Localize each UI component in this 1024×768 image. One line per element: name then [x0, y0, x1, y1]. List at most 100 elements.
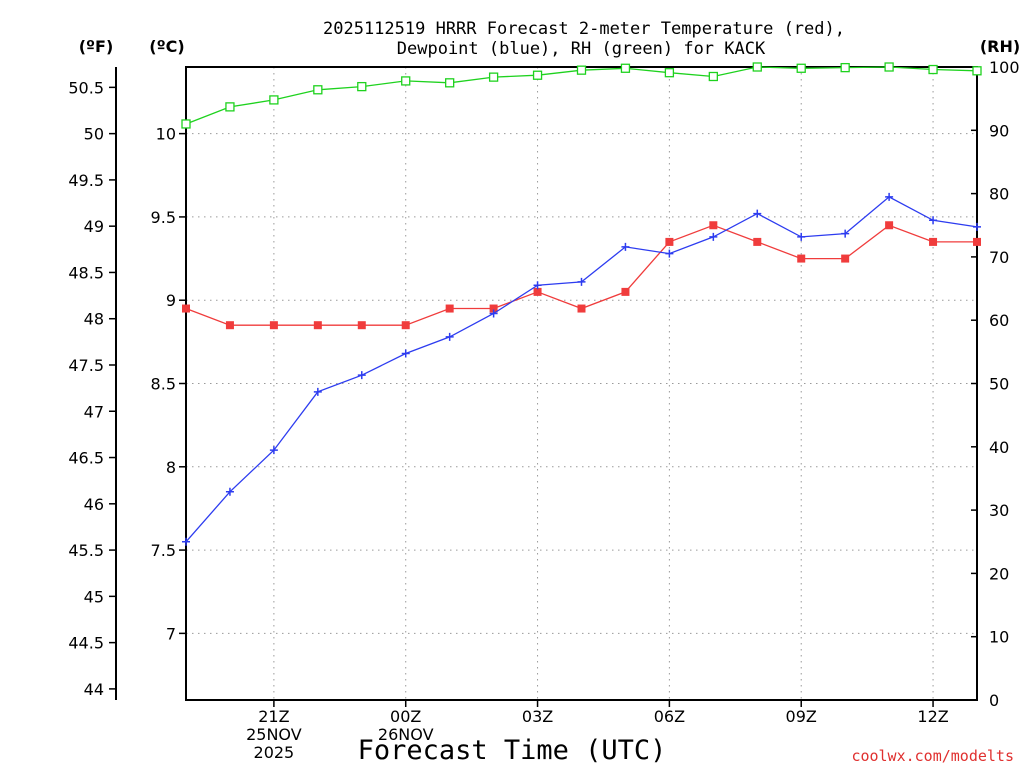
celsius-tick-label: 9.5: [151, 208, 176, 227]
dewpoint-point: [357, 371, 366, 380]
rh-point: [972, 66, 982, 76]
rh-point: [313, 85, 323, 95]
rh-point: [532, 70, 543, 80]
rh-point: [664, 68, 675, 78]
dewpoint-point: [489, 309, 498, 318]
rh-point: [488, 72, 499, 82]
celsius-tick-label: 8: [166, 458, 176, 477]
rh-point: [928, 64, 938, 75]
rh-tick-label: 10: [989, 628, 1009, 647]
dewpoint-point: [269, 446, 278, 455]
dewpoint-point: [929, 216, 938, 225]
temperature-point: [489, 304, 498, 313]
rh-point: [401, 76, 411, 86]
rh-point: [884, 62, 894, 72]
rh-point: [796, 63, 806, 73]
rh-point: [620, 63, 631, 73]
temperature-point: [182, 304, 190, 313]
rh-tick-label: 100: [989, 58, 1020, 77]
fahrenheit-tick-label: 46: [84, 495, 104, 514]
chart-title-line1: 2025112519 HRRR Forecast 2-meter Tempera…: [323, 19, 845, 39]
rh-tick-label: 60: [989, 311, 1009, 330]
dewpoint-point: [621, 242, 630, 251]
fahrenheit-tick-label: 48: [84, 310, 104, 329]
dewpoint-point: [885, 192, 894, 201]
temperature-point: [577, 304, 586, 313]
celsius-tick-label: 7.5: [151, 541, 176, 560]
fahrenheit-tick-label: 46.5: [68, 449, 104, 468]
rh-point: [840, 62, 850, 73]
rh-tick-label: 0: [989, 691, 999, 710]
rh-tick-label: 20: [989, 564, 1009, 583]
rh-tick-label: 30: [989, 501, 1009, 520]
rh-point: [269, 95, 279, 105]
rh-tick-label: 90: [989, 121, 1009, 140]
temperature-point: [929, 237, 938, 246]
temperature-point: [621, 287, 630, 296]
temperature-point: [445, 304, 454, 313]
x-axis-label: Forecast Time (UTC): [358, 735, 667, 766]
temperature-point: [797, 254, 806, 263]
celsius-tick-label: 9: [166, 291, 176, 310]
rh-tick-label: 80: [989, 185, 1009, 204]
rh-unit-label: (RH): [980, 37, 1020, 56]
temperature-point: [225, 321, 234, 330]
chart-title-line2: Dewpoint (blue), RH (green) for KACK: [397, 39, 766, 59]
fahrenheit-tick-label: 49: [84, 217, 104, 236]
rh-point: [357, 81, 367, 92]
dewpoint-point: [533, 281, 542, 290]
fahrenheit-tick-label: 47.5: [68, 356, 104, 375]
data-series: [181, 62, 982, 546]
rh-series-line: [185, 66, 978, 125]
fahrenheit-tick-label: 45.5: [68, 541, 104, 560]
fahrenheit-tick-label: 50: [84, 125, 104, 144]
dewpoint-point: [225, 487, 234, 496]
fahrenheit-tick-label: 49.5: [68, 171, 104, 190]
temperature-point: [313, 321, 322, 330]
fahrenheit-tick-label: 44.5: [68, 634, 104, 653]
temperature-point: [885, 221, 894, 230]
dewpoint-point: [797, 232, 806, 241]
fahrenheit-unit-label: (ºF): [79, 37, 114, 56]
x-tick-label: 12Z: [917, 707, 948, 726]
fahrenheit-tick-label: 47: [84, 402, 104, 421]
rh-tick-label: 50: [989, 375, 1009, 394]
dewpoint-point: [401, 349, 410, 358]
fahrenheit-tick-label: 48.5: [68, 263, 104, 282]
rh-point: [445, 78, 455, 88]
rh-tick-label: 70: [989, 248, 1009, 267]
grid-lines: [186, 67, 977, 700]
rh-point: [576, 65, 587, 75]
fahrenheit-tick-label: 44: [84, 680, 104, 699]
temperature-point: [269, 321, 278, 330]
x-tick-year-label: 2025: [254, 743, 295, 762]
credit-text: coolwx.com/modelts: [851, 747, 1014, 765]
fahrenheit-tick-label: 50.5: [68, 78, 104, 97]
dewpoint-point: [973, 222, 981, 231]
dewpoint-point: [182, 537, 190, 546]
x-tick-label: 09Z: [786, 707, 817, 726]
fahrenheit-tick-label: 45: [84, 587, 104, 606]
x-tick-label: 03Z: [522, 707, 553, 726]
rh-point: [752, 62, 762, 72]
dewpoint-point: [665, 249, 674, 258]
temperature-point: [357, 321, 366, 330]
dewpoint-point: [313, 387, 322, 396]
rh-point: [181, 119, 191, 129]
rh-point: [708, 71, 718, 82]
temperature-point: [753, 237, 762, 246]
temperature-point: [709, 221, 718, 230]
x-tick-label: 00Z: [390, 707, 421, 726]
axes: 44 44.5 45 45.5 46 46.5 47 47.5 48 48.5 49 49.5 50 50…: [68, 58, 1019, 762]
rh-point: [225, 102, 235, 112]
temperature-point: [401, 321, 410, 330]
celsius-tick-label: 10: [156, 125, 176, 144]
temperature-point: [665, 237, 674, 246]
celsius-unit-label: (ºC): [149, 37, 184, 56]
dewpoint-point: [445, 332, 454, 341]
temperature-point: [533, 287, 542, 296]
x-tick-label: 21Z: [258, 707, 289, 726]
x-tick-date-label: 26NOV: [378, 725, 434, 744]
dewpoint-point: [577, 277, 586, 286]
